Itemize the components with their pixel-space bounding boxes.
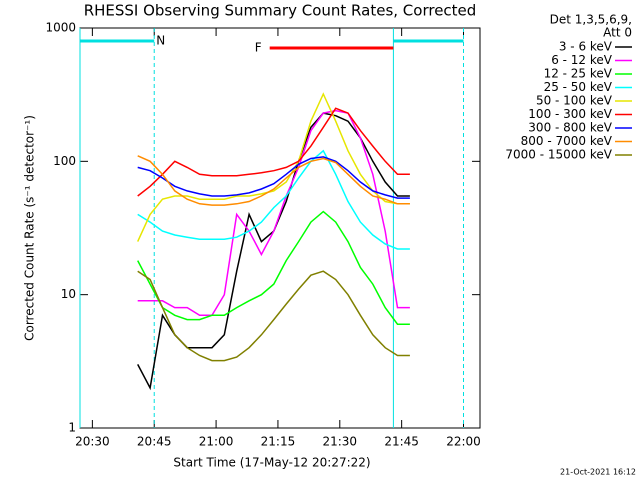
timestamp: 21-Oct-2021 16:12 (560, 468, 636, 477)
y-axis-label: Corrected Count Rate (s⁻¹ detector⁻¹) (23, 115, 37, 341)
legend-title: Att 0 (603, 26, 632, 40)
series-line (137, 109, 410, 317)
legend-label: 50 - 100 keV (536, 94, 613, 108)
night-label: N (156, 34, 165, 48)
y-tick-label: 1 (68, 421, 76, 435)
x-tick-label: 22:00 (446, 435, 481, 449)
y-tick-label: 100 (53, 154, 76, 168)
legend-label: 6 - 12 keV (551, 53, 613, 67)
x-tick-label: 21:45 (384, 435, 419, 449)
x-tick-label: 20:45 (137, 435, 172, 449)
legend-label: 12 - 25 keV (544, 67, 613, 81)
y-tick-label: 1000 (45, 21, 76, 35)
x-tick-label: 20:30 (75, 435, 110, 449)
y-tick-label: 10 (61, 287, 76, 301)
series-line (137, 149, 410, 250)
legend-label: 100 - 300 keV (528, 107, 612, 121)
legend-label: 800 - 7000 keV (521, 134, 613, 148)
legend-label: 7000 - 15000 keV (505, 148, 612, 162)
legend-label: 300 - 800 keV (528, 121, 612, 135)
series-line (137, 156, 410, 199)
chart-title: RHESSI Observing Summary Count Rates, Co… (84, 2, 477, 20)
legend-label: 3 - 6 keV (559, 40, 613, 54)
series-line (137, 107, 410, 197)
flare-label: F (255, 41, 262, 55)
x-tick-label: 21:30 (322, 435, 357, 449)
x-tick-label: 21:00 (199, 435, 234, 449)
series-line (137, 210, 410, 325)
legend-title: Det 1,3,5,6,9, (550, 13, 632, 27)
series-line (137, 155, 410, 206)
x-tick-label: 21:15 (261, 435, 296, 449)
legend-label: 25 - 50 keV (544, 80, 613, 94)
series-line (137, 270, 410, 362)
x-axis-label: Start Time (17-May-12 20:27:22) (173, 456, 370, 470)
